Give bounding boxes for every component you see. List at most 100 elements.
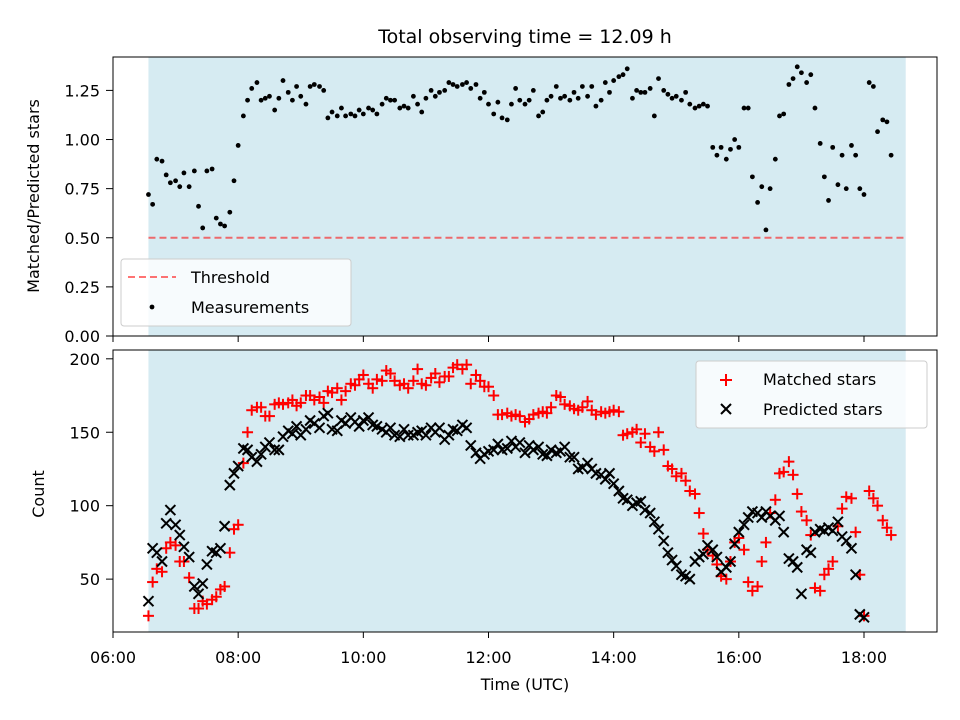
measurement-point — [513, 86, 519, 91]
measurement-point — [200, 225, 206, 231]
matched-point — [760, 536, 772, 548]
measurement-point — [536, 113, 541, 119]
predicted-point — [178, 541, 190, 553]
predicted-point — [644, 507, 656, 519]
measurement-point — [540, 109, 546, 115]
predicted-point — [232, 460, 244, 472]
matched-point — [675, 467, 687, 479]
measurement-point — [150, 201, 156, 207]
predicted-point — [420, 429, 432, 441]
matched-point — [631, 423, 643, 435]
legend-matched-label: Matched stars — [763, 370, 876, 389]
measurement-point — [154, 156, 160, 162]
predicted-point — [777, 526, 790, 538]
predicted-point — [724, 555, 737, 568]
measurement-point — [736, 144, 742, 150]
predicted-point — [156, 555, 168, 568]
predicted-point — [228, 467, 240, 480]
matched-point — [639, 428, 651, 440]
matched-point — [836, 503, 848, 515]
measurement-point — [473, 82, 479, 87]
matched-point — [541, 407, 553, 419]
measurement-point — [209, 166, 215, 172]
matched-point — [827, 556, 839, 567]
measurement-point — [642, 89, 648, 95]
measurement-point — [673, 93, 679, 99]
matched-point — [863, 485, 875, 497]
predicted-point — [488, 444, 500, 456]
measurement-point — [638, 89, 644, 95]
predicted-point — [581, 457, 594, 469]
measurement-point — [405, 105, 411, 111]
predicted-point — [809, 526, 821, 538]
matched-point — [733, 532, 745, 544]
measurement-point — [830, 144, 836, 150]
top-y-ticks: 0.00 0.25 0.50 0.75 1.00 1.25 — [64, 81, 113, 346]
measurement-point — [728, 146, 733, 152]
predicted-point — [658, 535, 670, 547]
matched-point — [756, 556, 768, 567]
predicted-point — [188, 580, 201, 593]
measurement-point — [240, 113, 246, 119]
matched-point — [496, 409, 508, 421]
measurement-point — [311, 82, 317, 87]
measurement-point — [741, 105, 747, 111]
bottom-y-tick-label: 50 — [80, 570, 100, 589]
matched-point — [514, 410, 526, 422]
matched-point — [693, 507, 705, 519]
predicted-point — [791, 561, 803, 574]
predicted-point — [183, 551, 195, 563]
matched-point — [384, 368, 396, 379]
matched-point — [224, 547, 236, 559]
matched-point — [608, 404, 620, 416]
predicted-point — [545, 444, 557, 456]
predicted-point — [527, 444, 540, 456]
matched-point — [407, 375, 419, 387]
matched-point — [183, 572, 195, 584]
measurement-point — [146, 192, 151, 197]
predicted-point — [662, 546, 674, 559]
measurement-point — [799, 70, 804, 76]
legend-predicted-label: Predicted stars — [763, 400, 883, 419]
predicted-point — [142, 595, 155, 607]
measurement-point — [888, 152, 894, 158]
measurement-point — [517, 97, 523, 103]
measurement-point — [602, 80, 608, 85]
x-axis-label: Time (UTC) — [480, 675, 569, 694]
predicted-point — [558, 441, 571, 453]
measurement-point — [360, 111, 366, 117]
measurement-point — [267, 93, 272, 99]
top-panel: 0.00 0.25 0.50 0.75 1.00 1.25 Matched/Predict… — [24, 56, 938, 346]
measurement-point — [857, 186, 863, 192]
matched-point — [840, 491, 852, 503]
measurement-point — [669, 95, 675, 101]
measurement-point — [415, 101, 420, 107]
measurement-point — [700, 101, 706, 107]
predicted-point — [357, 414, 370, 427]
measurement-point — [718, 144, 724, 150]
x-tick-label: 10:00 — [340, 648, 386, 667]
matched-point — [156, 566, 168, 578]
measurement-point — [781, 111, 787, 117]
matched-point — [689, 488, 701, 500]
measurement-point — [298, 93, 304, 99]
measurement-point — [432, 93, 438, 99]
measurement-point — [495, 99, 501, 105]
measurement-point — [249, 86, 255, 91]
measurement-point — [454, 84, 460, 89]
measurement-point — [163, 172, 169, 178]
matched-point — [814, 585, 826, 597]
measurement-point — [272, 107, 278, 113]
measurement-point — [558, 95, 563, 101]
predicted-point — [787, 555, 799, 568]
predicted-point — [313, 422, 326, 434]
matched-point — [582, 395, 594, 407]
matched-point — [545, 401, 557, 413]
measurement-point — [401, 103, 407, 109]
measurement-point — [191, 168, 197, 174]
matched-point — [823, 563, 835, 575]
measurement-point — [794, 64, 800, 70]
measurement-point — [705, 103, 710, 109]
predicted-point — [613, 485, 625, 497]
